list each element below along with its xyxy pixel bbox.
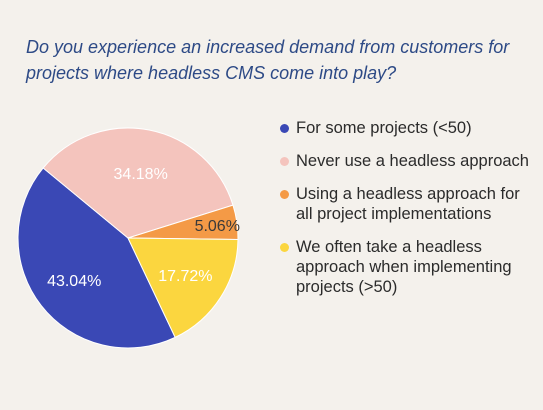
legend-label: We often take a headless approach when i… <box>296 238 512 296</box>
legend-item-often: We often take a headless approach when i… <box>280 237 540 297</box>
slice-data-label: 34.18% <box>114 166 168 183</box>
legend-label: Using a headless approach for all projec… <box>296 185 520 223</box>
slice-data-label: 17.72% <box>158 268 212 285</box>
legend-item-never: Never use a headless approach <box>280 151 540 171</box>
legend-swatch <box>280 124 289 133</box>
slice-data-label: 5.06% <box>195 218 240 235</box>
legend-label: For some projects (<50) <box>296 119 472 137</box>
legend-item-all-projects: Using a headless approach for all projec… <box>280 184 540 224</box>
legend-swatch <box>280 190 289 199</box>
legend-label: Never use a headless approach <box>296 152 529 170</box>
legend: For some projects (<50) Never use a head… <box>280 118 540 310</box>
legend-swatch <box>280 243 289 252</box>
slice-never <box>42 127 234 239</box>
legend-swatch <box>280 157 289 166</box>
slice-some-projects <box>17 167 176 349</box>
chart-title: Do you experience an increased demand fr… <box>26 37 510 83</box>
legend-item-some-projects: For some projects (<50) <box>280 118 540 138</box>
slice-data-label: 43.04% <box>47 273 101 290</box>
slice-often <box>127 237 239 339</box>
